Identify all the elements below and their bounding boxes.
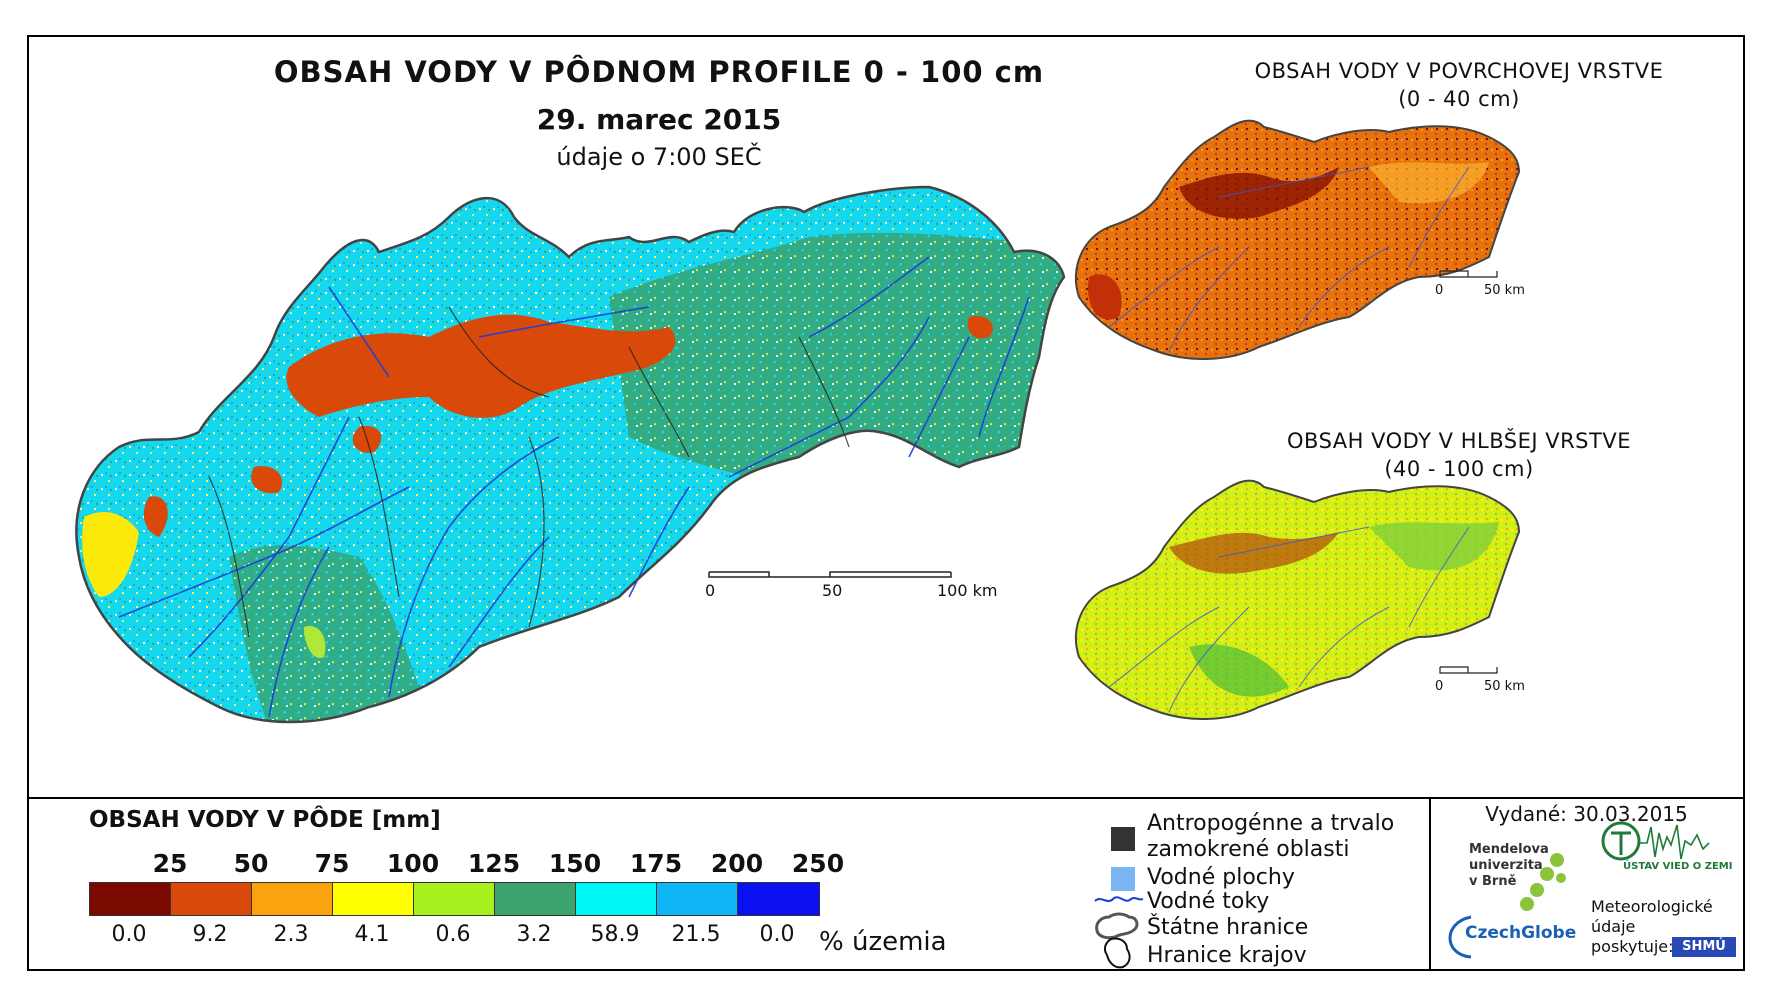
shmu-credit-line1: Meteorologické xyxy=(1591,897,1713,916)
legend-anthropogenic-line2: zamokrené oblasti xyxy=(1147,837,1350,862)
legend-tick-75: 75 xyxy=(314,849,350,878)
mendel-logo-dots-icon xyxy=(1520,853,1566,911)
legend-water-bodies: Vodné plochy xyxy=(1147,865,1295,890)
inset-top-scale-label-50: 50 km xyxy=(1484,283,1525,298)
czechglobe-logo-text: CzechGlobe xyxy=(1465,923,1577,943)
main-scale-bar xyxy=(708,571,952,578)
legend-bin xyxy=(657,883,738,915)
legend-percent-unit: % územia xyxy=(819,927,947,957)
legend-bin xyxy=(738,883,819,915)
legend-divider xyxy=(29,797,1743,799)
stream-line-icon xyxy=(1094,896,1144,902)
state-border-icon xyxy=(1095,912,1139,940)
ustav-vied-logo-icon xyxy=(1601,821,1710,861)
legend-tick-50: 50 xyxy=(233,849,269,878)
legend-tick-25: 25 xyxy=(152,849,188,878)
inset-bottom-map xyxy=(1074,479,1521,720)
mendel-logo-line1: Mendelova xyxy=(1469,842,1549,857)
main-scale-label-50: 50 xyxy=(822,581,843,600)
legend-bin xyxy=(90,883,171,915)
czechglobe-logo-icon xyxy=(1448,915,1472,959)
inset-bottom-scale-bar xyxy=(1439,666,1498,674)
main-map-date: 29. marec 2015 xyxy=(536,103,782,136)
legend-anthropogenic-line1: Antropogénne a trvalo xyxy=(1147,811,1395,836)
legend-pct-7: 58.9 xyxy=(590,922,640,947)
legend-tick-250: 250 xyxy=(791,849,845,878)
inset-bottom-scale-label-0: 0 xyxy=(1435,679,1444,694)
shmu-credit-line2: údaje xyxy=(1591,917,1636,936)
legend-pct-5: 0.6 xyxy=(435,922,471,947)
inset-bottom-title: OBSAH VODY V HLBŠEJ VRSTVE xyxy=(1287,429,1631,453)
legend-bin xyxy=(333,883,414,915)
legend-regional-border: Hranice krajov xyxy=(1147,943,1307,968)
legend-bin xyxy=(414,883,495,915)
legend-pct-3: 2.3 xyxy=(273,922,309,947)
shmu-credit-line3: poskytuje: xyxy=(1591,937,1674,956)
legend-pct-9: 0.0 xyxy=(759,922,795,947)
main-scale-label-0: 0 xyxy=(705,581,716,600)
mendel-logo-line2: univerzita xyxy=(1469,858,1543,873)
legend-right-divider xyxy=(1429,797,1431,969)
legend-tick-125: 125 xyxy=(467,849,521,878)
water-body-swatch xyxy=(1111,867,1135,891)
inset-bottom-scale-label-50: 50 km xyxy=(1484,679,1525,694)
anthropogenic-area-swatch xyxy=(1111,827,1135,851)
main-map-time-note: údaje o 7:00 SEČ xyxy=(556,143,762,171)
inset-top-map xyxy=(1074,119,1521,360)
regional-border-icon xyxy=(1103,937,1131,969)
shmu-logo: SHMÚ xyxy=(1672,937,1736,957)
map-frame: OBSAH VODY V PÔDNOM PROFILE 0 - 100 cm 2… xyxy=(27,35,1745,971)
legend-bin xyxy=(171,883,252,915)
legend-pct-6: 3.2 xyxy=(516,922,552,947)
main-scale-label-100: 100 km xyxy=(937,581,998,600)
legend-tick-175: 175 xyxy=(629,849,683,878)
inset-top-scale-label-0: 0 xyxy=(1435,283,1444,298)
legend-pct-1: 0.0 xyxy=(111,922,147,947)
main-map-title: OBSAH VODY V PÔDNOM PROFILE 0 - 100 cm xyxy=(273,55,1045,89)
legend-streams: Vodné toky xyxy=(1147,889,1270,914)
issued-date: Vydané: 30.03.2015 xyxy=(1485,802,1688,826)
legend-pct-2: 9.2 xyxy=(192,922,228,947)
legend-state-border: Štátne hranice xyxy=(1147,915,1309,940)
legend-tick-150: 150 xyxy=(548,849,602,878)
legend-tick-100: 100 xyxy=(386,849,440,878)
legend-color-bins xyxy=(89,882,820,916)
legend-bin xyxy=(495,883,576,915)
ustav-vied-logo-text: ÚSTAV VIED O ZEMI xyxy=(1623,861,1733,872)
legend-bin xyxy=(252,883,333,915)
inset-top-title: OBSAH VODY V POVRCHOVEJ VRSTVE xyxy=(1254,59,1664,83)
inset-top-subtitle: (0 - 40 cm) xyxy=(1398,87,1520,111)
inset-bottom-subtitle: (40 - 100 cm) xyxy=(1384,457,1534,481)
legend-tick-200: 200 xyxy=(710,849,764,878)
inset-top-scale-bar xyxy=(1439,270,1498,278)
legend-title: OBSAH VODY V PÔDE [mm] xyxy=(89,807,441,833)
mendel-logo-line3: v Brně xyxy=(1469,874,1517,889)
map-area: OBSAH VODY V PÔDNOM PROFILE 0 - 100 cm 2… xyxy=(29,37,1743,797)
main-soil-water-map xyxy=(75,185,1066,724)
legend-pct-8: 21.5 xyxy=(671,922,721,947)
legend-bin xyxy=(576,883,657,915)
legend-pct-4: 4.1 xyxy=(354,922,390,947)
